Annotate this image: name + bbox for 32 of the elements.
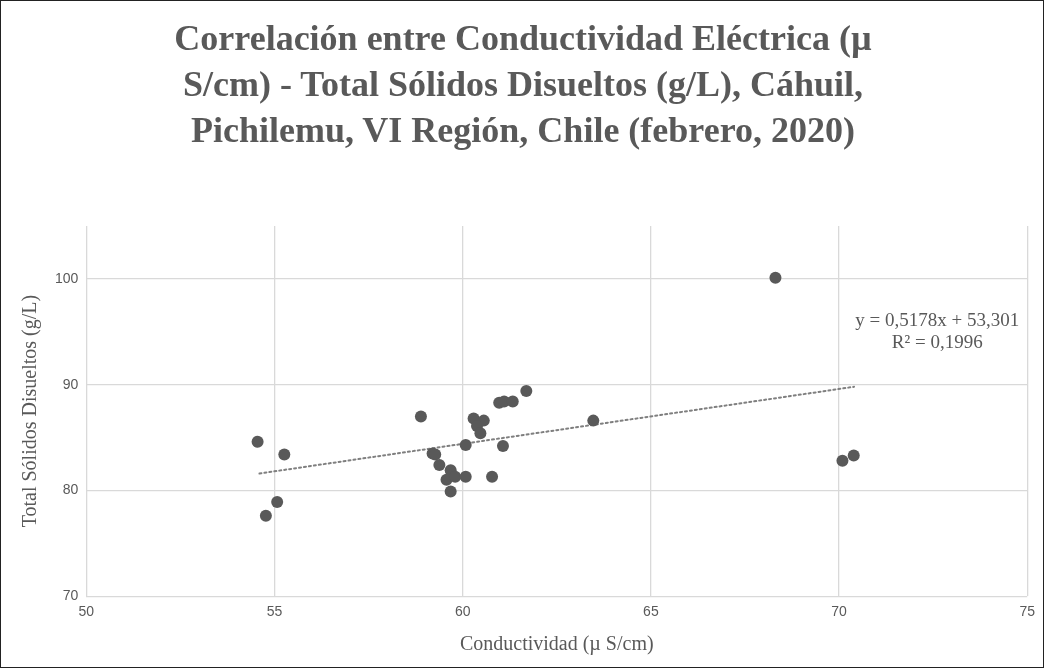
y-tick-label: 90 [62, 375, 79, 392]
point [259, 509, 272, 522]
point [444, 485, 457, 498]
point [769, 271, 782, 284]
annotation: R² = 0,1996 [891, 330, 983, 352]
point [278, 448, 291, 461]
point [459, 470, 472, 483]
x-tick-label: 60 [454, 603, 471, 620]
chart-title: Correlación entre Conductividad Eléctrica (µ S/cm) - Total Sólidos Disueltos (g/L), Cáhuil, Pichilemu, VI Región, Chile (febrero, 2020) [173, 17, 873, 152]
x-tick-label: 50 [78, 603, 95, 620]
point [251, 435, 264, 448]
point [433, 459, 446, 472]
x-tick-label: 75 [1019, 603, 1036, 620]
point [836, 454, 849, 467]
point [414, 410, 427, 423]
x-tick-label: 65 [643, 603, 659, 620]
point [459, 438, 472, 451]
y-axis-title: Total Sólidos Disueltos (g/L) [18, 294, 42, 528]
point [271, 496, 284, 509]
point [486, 470, 499, 483]
point [496, 440, 509, 453]
point [520, 385, 533, 397]
point [474, 427, 487, 440]
y-tick-label: 100 [55, 269, 79, 286]
point [847, 449, 860, 462]
x-tick-label: 55 [266, 603, 283, 620]
x-axis-title: Conductividad (µ S/cm) [459, 632, 654, 656]
annotation: y = 0,5178x + 53,301 [855, 308, 1020, 330]
y-tick-label: 80 [62, 481, 79, 498]
x-tick-label: 70 [831, 603, 848, 620]
point [587, 414, 600, 427]
y-tick-label: 70 [62, 587, 79, 604]
